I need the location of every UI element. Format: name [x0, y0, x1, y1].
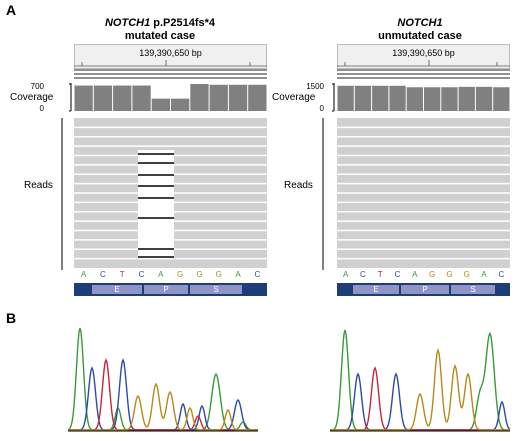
left-coverage-chart: [69, 83, 267, 112]
sequence-base: A: [342, 270, 349, 279]
right-coverage-bar: [354, 85, 372, 111]
right-coverage-bar: [458, 86, 475, 111]
right-domain-p: P: [401, 285, 449, 294]
left-gene-name: NOTCH1: [104, 17, 151, 29]
sequence-base: G: [463, 270, 470, 279]
right-coverage-bar: [493, 87, 510, 111]
left-coverage-bar: [228, 84, 248, 111]
left-domain-bar: E P S: [74, 283, 267, 296]
panel-b-label: B: [6, 310, 17, 326]
right-coverage-ymax: 1500: [306, 82, 324, 91]
sequence-base: G: [429, 270, 436, 279]
panel-a-label: A: [6, 2, 17, 18]
right-coverage-bar: [372, 85, 389, 111]
right-gene-name: NOTCH1: [397, 17, 443, 29]
right-coverage-label: Coverage: [272, 92, 316, 103]
left-trace-C: [68, 357, 258, 431]
left-trace-T: [68, 357, 258, 431]
left-position-label: 139,390,650 bp: [139, 48, 202, 58]
right-coverage-bar: [475, 86, 493, 111]
left-coverage-ymax: 700: [30, 82, 44, 91]
right-coverage-bar: [424, 87, 441, 111]
left-coverage-bar: [209, 84, 228, 111]
right-coverage-bar: [337, 85, 354, 111]
left-domain-s: S: [190, 285, 242, 294]
left-trace-G: [68, 382, 258, 431]
sequence-base: G: [215, 270, 222, 279]
left-reads-track: [74, 118, 267, 268]
left-deletion-gap: [138, 150, 174, 258]
right-reads-label: Reads: [284, 180, 313, 191]
left-coverage-bar: [248, 84, 267, 111]
left-reads-label: Reads: [24, 180, 53, 191]
sequence-base: G: [446, 270, 453, 279]
sequence-base: A: [158, 270, 164, 279]
left-reads-axis: [61, 118, 63, 270]
left-coverage-bar: [190, 84, 209, 111]
sequence-base: C: [138, 270, 145, 279]
left-coverage-bar: [151, 98, 170, 111]
left-domain-e: E: [92, 285, 142, 294]
sequence-base: G: [177, 270, 184, 279]
sequence-base: C: [394, 270, 401, 279]
right-chromatogram: [330, 329, 511, 432]
right-coverage-ymin: 0: [319, 104, 324, 113]
left-title: NOTCH1 p.P2514fs*4: [60, 17, 260, 30]
sequence-base: T: [119, 270, 125, 279]
right-reads-axis: [322, 118, 324, 270]
left-coverage-bar: [171, 98, 190, 111]
left-position-ruler: 139,390,650 bp: [74, 44, 267, 69]
sequence-base: T: [377, 270, 383, 279]
right-coverage-bar: [406, 87, 423, 111]
right-position-label: 139,390,650 bp: [392, 48, 455, 58]
left-chromatogram: [67, 327, 258, 432]
right-title: NOTCH1: [330, 17, 510, 30]
left-ruler-lines: [74, 60, 267, 79]
sequence-base: A: [481, 270, 487, 279]
sequence-base: A: [235, 270, 241, 279]
right-domain-s: S: [451, 285, 495, 294]
sequence-base: G: [196, 270, 203, 279]
right-domain-bar: E P S: [337, 283, 510, 296]
left-coverage-bar: [74, 85, 93, 111]
sequence-base: C: [100, 270, 106, 279]
right-position-ruler: 139,390,650 bp: [337, 44, 510, 69]
sequence-base: A: [412, 270, 418, 279]
left-coverage-ymin: 0: [39, 104, 44, 113]
sequence-base: C: [498, 270, 505, 279]
left-coverage-bar: [93, 85, 113, 111]
right-coverage-chart: [332, 83, 510, 112]
right-coverage-bar: [389, 85, 406, 111]
right-coverage-bar: [441, 87, 458, 111]
right-reads-track: [337, 118, 510, 268]
sequence-base: C: [360, 270, 366, 279]
sequence-base: A: [80, 270, 87, 279]
right-trace-G: [330, 347, 510, 431]
sequence-base: C: [254, 270, 261, 279]
left-coverage-label: Coverage: [10, 92, 54, 103]
right-subtitle: unmutated case: [378, 30, 462, 42]
right-domain-e: E: [353, 285, 399, 294]
left-coverage-bar: [113, 85, 132, 111]
left-mutation: p.P2514fs*4: [150, 17, 216, 29]
right-ruler-lines: [337, 60, 510, 79]
left-subtitle: mutated case: [124, 30, 196, 42]
left-coverage-bar: [132, 85, 151, 111]
left-domain-p: P: [144, 285, 188, 294]
